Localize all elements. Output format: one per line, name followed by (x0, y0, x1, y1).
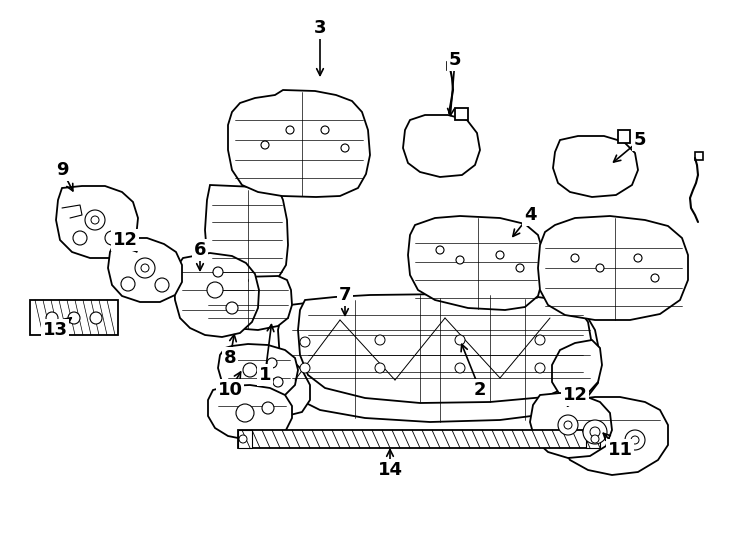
Text: 3: 3 (313, 19, 326, 37)
Circle shape (213, 267, 223, 277)
Circle shape (596, 264, 604, 272)
Circle shape (90, 312, 102, 324)
Circle shape (535, 335, 545, 345)
Polygon shape (265, 355, 310, 415)
Polygon shape (586, 430, 600, 448)
Text: 1: 1 (259, 366, 272, 384)
Circle shape (535, 363, 545, 373)
Circle shape (261, 141, 269, 149)
Text: 10: 10 (217, 381, 242, 399)
Polygon shape (202, 276, 292, 330)
Polygon shape (238, 430, 252, 448)
Polygon shape (205, 185, 288, 283)
Polygon shape (558, 397, 668, 475)
Polygon shape (174, 253, 259, 337)
Circle shape (68, 312, 80, 324)
Text: 5: 5 (633, 131, 646, 149)
Polygon shape (447, 62, 456, 70)
Polygon shape (455, 108, 468, 120)
Circle shape (91, 216, 99, 224)
Polygon shape (538, 216, 688, 320)
Circle shape (456, 256, 464, 264)
Circle shape (300, 337, 310, 347)
Circle shape (239, 435, 247, 443)
Circle shape (436, 246, 444, 254)
Circle shape (496, 251, 504, 259)
Circle shape (73, 231, 87, 245)
Circle shape (625, 430, 645, 450)
Circle shape (155, 278, 169, 292)
Text: 11: 11 (608, 441, 633, 459)
Circle shape (631, 436, 639, 444)
Text: 12: 12 (562, 386, 587, 404)
Polygon shape (553, 136, 638, 197)
Circle shape (105, 231, 119, 245)
Polygon shape (403, 115, 480, 177)
Polygon shape (108, 238, 182, 302)
Circle shape (516, 264, 524, 272)
Circle shape (651, 274, 659, 282)
Circle shape (455, 363, 465, 373)
Text: 13: 13 (43, 321, 68, 339)
Text: 4: 4 (524, 206, 537, 224)
Text: 14: 14 (377, 461, 402, 479)
Polygon shape (552, 340, 602, 398)
Circle shape (571, 254, 579, 262)
Text: 6: 6 (194, 241, 206, 259)
Circle shape (141, 264, 149, 272)
Text: 2: 2 (473, 381, 486, 399)
Circle shape (226, 302, 238, 314)
Polygon shape (408, 216, 543, 310)
Circle shape (341, 144, 349, 152)
Circle shape (236, 404, 254, 422)
Circle shape (273, 377, 283, 387)
Text: 9: 9 (56, 161, 68, 179)
Circle shape (46, 312, 58, 324)
Polygon shape (618, 130, 630, 143)
Polygon shape (228, 90, 370, 197)
Circle shape (286, 126, 294, 134)
Circle shape (262, 402, 274, 414)
Circle shape (558, 415, 578, 435)
Text: 8: 8 (224, 349, 236, 367)
Circle shape (455, 335, 465, 345)
Circle shape (564, 421, 572, 429)
Polygon shape (238, 430, 600, 448)
Circle shape (591, 435, 599, 443)
Text: 7: 7 (339, 286, 352, 304)
Polygon shape (298, 294, 592, 403)
Circle shape (321, 126, 329, 134)
Polygon shape (278, 298, 600, 422)
Circle shape (583, 420, 607, 444)
Circle shape (300, 363, 310, 373)
Circle shape (135, 258, 155, 278)
Text: 12: 12 (112, 231, 137, 249)
Circle shape (375, 335, 385, 345)
Circle shape (243, 363, 257, 377)
Polygon shape (56, 186, 138, 258)
Circle shape (634, 254, 642, 262)
Circle shape (267, 358, 277, 368)
Circle shape (121, 277, 135, 291)
Polygon shape (30, 300, 118, 335)
Text: 5: 5 (448, 51, 461, 69)
Polygon shape (530, 393, 612, 458)
Circle shape (207, 282, 223, 298)
Polygon shape (218, 344, 298, 400)
Polygon shape (695, 152, 703, 160)
Circle shape (85, 210, 105, 230)
Polygon shape (208, 385, 292, 440)
Circle shape (375, 363, 385, 373)
Circle shape (590, 427, 600, 437)
